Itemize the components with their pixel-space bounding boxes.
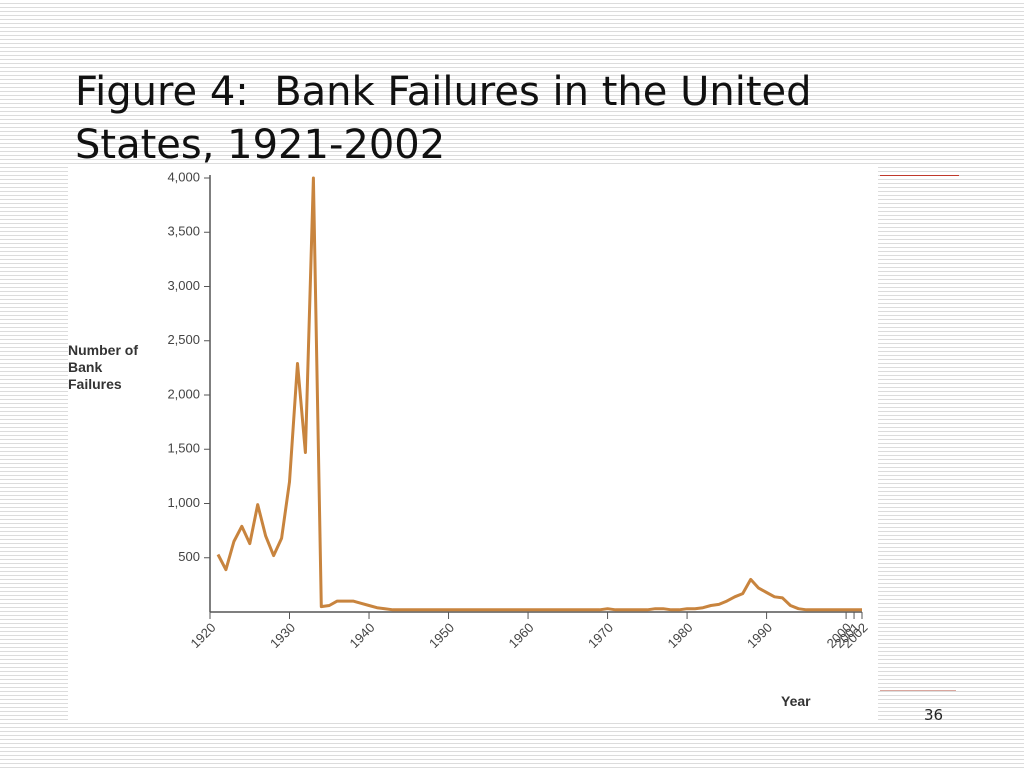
page-number: 36 <box>924 706 944 724</box>
x-tick-label: 1930 <box>267 620 298 651</box>
y-tick-label: 1,500 <box>167 441 200 456</box>
x-tick-label: 1970 <box>585 620 616 651</box>
y-axis-label: Number of Bank Failures <box>68 342 138 392</box>
y-tick-label: 500 <box>178 549 200 564</box>
decor-line <box>880 690 956 691</box>
decor-line <box>880 175 959 176</box>
y-tick-label: 2,000 <box>167 386 200 401</box>
x-tick-label: 1950 <box>426 620 457 651</box>
chart-panel: 500 1,000 1,500 2,000 2,500 3,000 3,500 4,000 19… <box>68 167 878 720</box>
x-tick-label: 1920 <box>187 620 218 651</box>
chart: 500 1,000 1,500 2,000 2,500 3,000 3,500 4,000 19… <box>167 169 870 651</box>
y-tick-label: 1,000 <box>167 495 200 510</box>
x-tick-label: 1990 <box>744 620 775 651</box>
y-tick-label: 3,500 <box>167 224 200 239</box>
x-tick-label: 1960 <box>506 620 537 651</box>
x-tick-label: 1980 <box>665 620 696 651</box>
x-tick-label: 1940 <box>347 620 378 651</box>
y-tick-label: 4,000 <box>167 169 200 184</box>
data-line <box>216 176 862 612</box>
x-axis-label: Year <box>781 693 811 709</box>
y-tick-label: 2,500 <box>167 332 200 347</box>
y-tick-label: 3,000 <box>167 278 200 293</box>
slide-title: Figure 4: Bank Failures in the United St… <box>75 69 825 168</box>
